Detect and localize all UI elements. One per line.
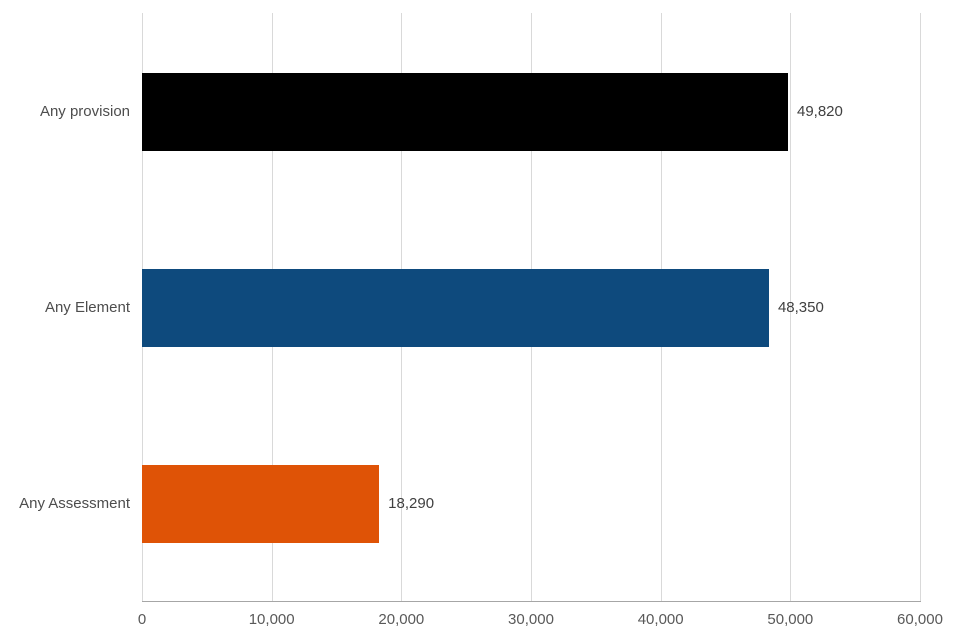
x-tick-label: 20,000: [378, 611, 425, 628]
x-tick-label: 50,000: [767, 611, 814, 628]
x-tick-label: 0: [137, 611, 147, 628]
gridline: [790, 13, 792, 601]
category-label: Any provision: [39, 103, 130, 120]
value-label: 48,350: [777, 299, 824, 316]
x-tick-label: 30,000: [508, 611, 554, 628]
x-tick-label: 40,000: [637, 611, 684, 628]
category-label: Any Assessment: [19, 495, 130, 512]
bar: [142, 73, 788, 151]
bar: [142, 465, 380, 543]
category-label: Any Element: [44, 299, 130, 316]
value-label: 49,820: [796, 103, 843, 120]
bar: [142, 269, 769, 347]
value-label: 18,290: [388, 495, 435, 512]
gridline: [920, 13, 921, 601]
x-axis-line: [142, 601, 921, 602]
x-tick-label: 60,000: [897, 611, 943, 628]
x-tick-label: 10,000: [248, 611, 295, 628]
